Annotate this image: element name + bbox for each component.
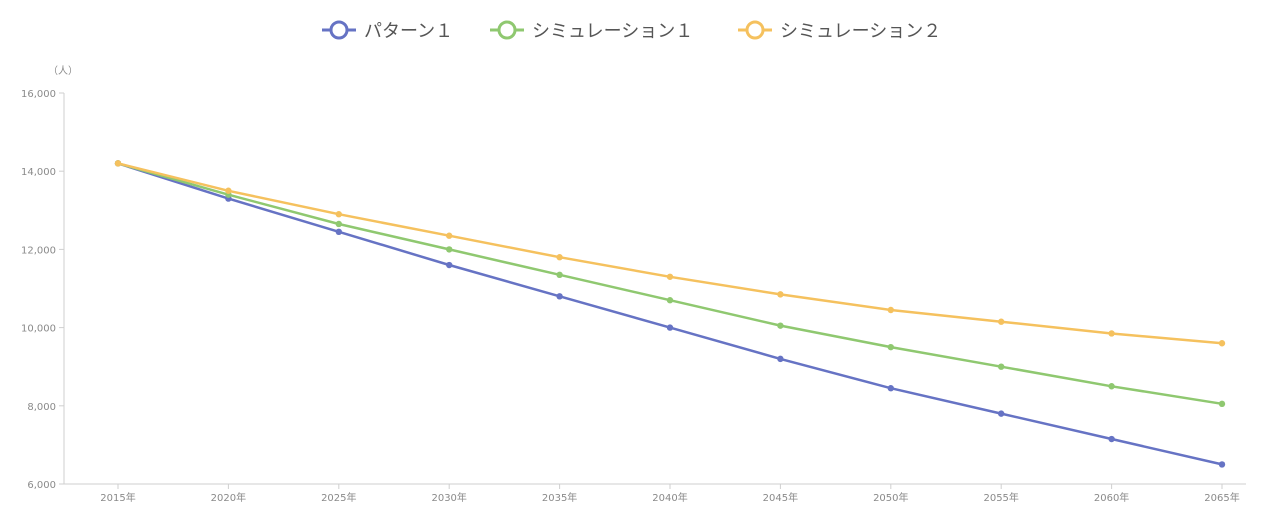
data-point[interactable] xyxy=(556,254,563,261)
series-2 xyxy=(114,160,1226,408)
y-tick-label: 6,000 xyxy=(27,480,56,491)
x-tick-label: 2030年 xyxy=(431,491,466,504)
data-point[interactable] xyxy=(335,211,342,218)
legend-label: シミュレーション１ xyxy=(532,21,693,42)
x-tick-label: 2040年 xyxy=(652,491,687,504)
x-tick-label: 2045年 xyxy=(763,491,798,504)
data-point[interactable] xyxy=(446,261,453,269)
data-point[interactable] xyxy=(114,160,122,167)
data-point[interactable] xyxy=(998,410,1005,417)
x-tick-label: 2015年 xyxy=(100,491,135,504)
data-point[interactable] xyxy=(998,318,1005,325)
y-tick-label: 12,000 xyxy=(21,245,56,256)
data-point[interactable] xyxy=(887,385,894,392)
legend-circle-marker xyxy=(329,20,349,40)
data-point[interactable] xyxy=(887,343,894,351)
data-point[interactable] xyxy=(335,228,342,236)
data-point[interactable] xyxy=(777,322,784,329)
data-point[interactable] xyxy=(335,220,342,228)
data-point[interactable] xyxy=(998,363,1005,370)
legend-circle-marker xyxy=(745,20,765,40)
y-tick-label: 16,000 xyxy=(21,89,56,100)
data-point[interactable] xyxy=(666,273,674,280)
data-point[interactable] xyxy=(1108,383,1115,390)
data-point[interactable] xyxy=(1218,400,1226,408)
series-layer xyxy=(114,160,1226,468)
legend-item[interactable]: シミュレーション２ xyxy=(738,20,941,42)
data-point[interactable] xyxy=(666,324,674,331)
data-point[interactable] xyxy=(225,187,232,194)
y-tick-label: 10,000 xyxy=(21,324,56,335)
data-point[interactable] xyxy=(446,232,453,239)
data-point[interactable] xyxy=(556,293,563,300)
x-tick-label: 2025年 xyxy=(321,491,356,504)
series-line xyxy=(116,162,1224,345)
data-point[interactable] xyxy=(777,355,784,363)
legend-circle-marker xyxy=(497,20,517,40)
x-tick-label: 2035年 xyxy=(542,491,577,504)
series-3 xyxy=(114,160,1226,347)
data-point[interactable] xyxy=(666,297,674,304)
data-point[interactable] xyxy=(446,246,453,253)
series-line xyxy=(116,162,1224,406)
y-tick-label: 8,000 xyxy=(27,402,56,413)
data-point[interactable] xyxy=(887,306,894,314)
series-1 xyxy=(114,160,1226,468)
y-tick-label: 14,000 xyxy=(21,167,56,178)
data-point[interactable] xyxy=(777,291,784,298)
x-tick-label: 2055年 xyxy=(983,491,1018,504)
x-tick-label: 2050年 xyxy=(873,491,908,504)
data-point[interactable] xyxy=(1218,461,1226,468)
legend-item[interactable]: シミュレーション１ xyxy=(490,20,693,42)
y-axis-unit-label: （人） xyxy=(48,65,78,77)
legend-label: シミュレーション２ xyxy=(780,21,941,42)
axes: 6,000 8,000 10,000 12,000 14,000 16,000 2015年 2… xyxy=(21,89,1246,504)
x-tick-label: 2060年 xyxy=(1094,491,1129,504)
data-point[interactable] xyxy=(1218,340,1226,347)
data-point[interactable] xyxy=(1108,330,1115,337)
data-point[interactable] xyxy=(1108,435,1115,443)
legend: パターン１ シミュレーション１ シミュレーション２ xyxy=(322,20,941,42)
x-tick-label: 2020年 xyxy=(211,491,246,504)
x-tick-label: 2065年 xyxy=(1204,491,1239,504)
data-point[interactable] xyxy=(556,271,563,279)
legend-item[interactable]: パターン１ xyxy=(322,20,453,42)
legend-label: パターン１ xyxy=(364,21,453,42)
